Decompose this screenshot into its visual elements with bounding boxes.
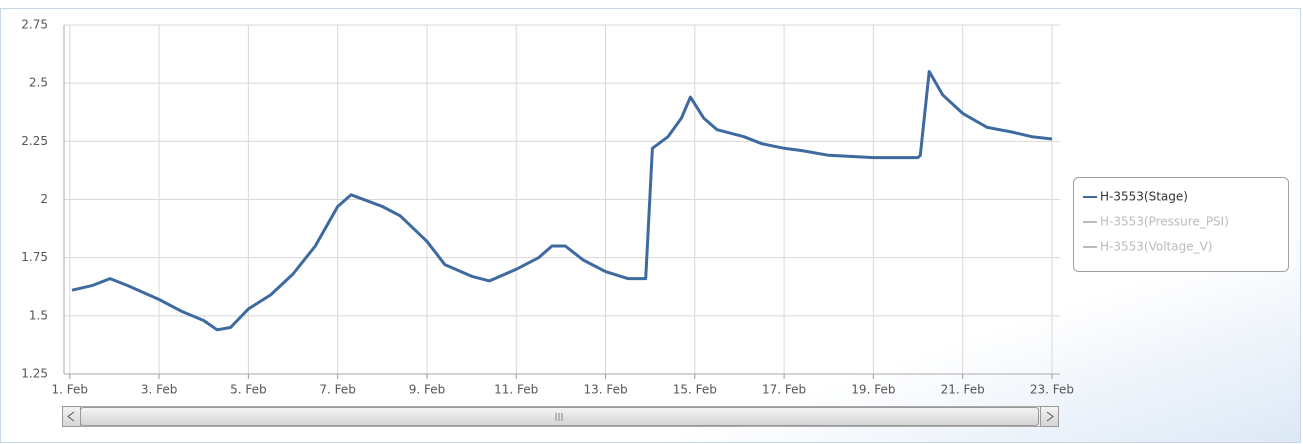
arrow-left [67, 411, 75, 422]
x-tick-label: 23. Feb [1030, 383, 1074, 397]
x-tick-label: 13. Feb [583, 383, 627, 397]
grip [555, 413, 563, 421]
series-line [71, 70, 1053, 332]
legend-box [1073, 177, 1289, 272]
x-tick-label: 21. Feb [941, 383, 985, 397]
y-tick-label: 1.75 [21, 250, 48, 264]
y-tick-label: 2.75 [21, 18, 48, 32]
x-tick-label: 11. Feb [494, 383, 538, 397]
y-tick-label: 2 [40, 192, 48, 206]
x-tick-label: 7. Feb [319, 383, 356, 397]
legend-label[interactable]: H-3553(Voltage_V) [1100, 240, 1212, 254]
scrollbar[interactable] [62, 406, 1059, 427]
x-tick-label: 9. Feb [409, 383, 446, 397]
x-tick-label: 1. Feb [52, 383, 89, 397]
x-tick-label: 19. Feb [851, 383, 895, 397]
x-tick-label: 5. Feb [230, 383, 267, 397]
x-tick-label: 3. Feb [141, 383, 178, 397]
y-tick-label: 2.5 [29, 76, 48, 90]
scrollbar-right-button[interactable] [1040, 406, 1059, 427]
y-tick-label: 1.25 [21, 367, 48, 381]
y-tick-label: 2.25 [21, 134, 48, 148]
x-tick-label: 15. Feb [673, 383, 717, 397]
legend-label[interactable]: H-3553(Pressure_PSI) [1100, 215, 1229, 229]
arrow-right [1046, 411, 1054, 422]
scrollbar-left-button[interactable] [62, 406, 81, 427]
y-tick-label: 1.5 [29, 308, 48, 322]
x-tick-label: 17. Feb [762, 383, 806, 397]
legend-label[interactable]: H-3553(Stage) [1100, 190, 1188, 204]
